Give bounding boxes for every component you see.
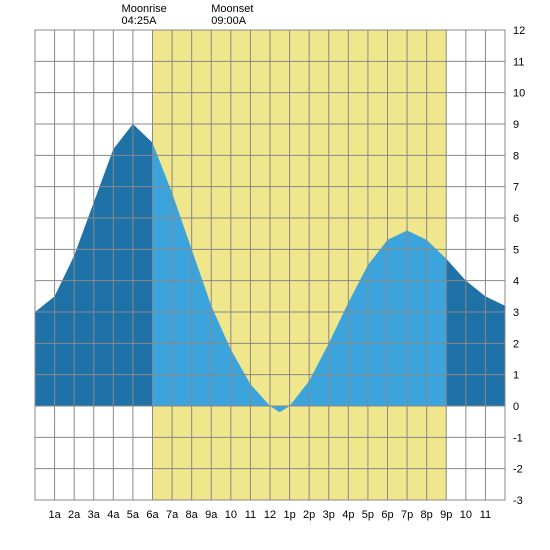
moon-time: 09:00A [211, 15, 247, 27]
x-tick-label: 8a [186, 509, 199, 521]
x-tick-label: 5p [362, 509, 374, 521]
y-tick-label: -1 [513, 432, 523, 444]
y-tick-label: 10 [513, 88, 525, 100]
moon-time: 04:25A [122, 15, 158, 27]
x-tick-label: 3a [88, 509, 101, 521]
x-tick-label: 11 [245, 509, 256, 521]
y-tick-label: 7 [513, 182, 519, 194]
x-tick-label: 6p [381, 509, 393, 521]
y-tick-label: 2 [513, 338, 519, 350]
x-tick-label: 9p [440, 509, 452, 521]
moon-label: Moonrise [122, 3, 167, 15]
x-tick-label: 2a [68, 509, 81, 521]
y-tick-label: 8 [513, 150, 519, 162]
x-tick-label: 8p [421, 509, 433, 521]
x-tick-label: 4a [107, 509, 120, 521]
y-tick-label: 11 [513, 56, 524, 68]
x-tick-label: 5a [127, 509, 140, 521]
y-tick-label: 0 [513, 401, 519, 413]
y-tick-label: -2 [513, 464, 523, 476]
y-tick-label: 3 [513, 307, 519, 319]
chart-svg: -3-2-101234567891011121a2a3a4a5a6a7a8a9a… [0, 0, 550, 550]
x-tick-label: 10 [460, 509, 472, 521]
x-tick-label: 7p [401, 509, 413, 521]
x-tick-label: 2p [303, 509, 315, 521]
y-tick-label: 4 [513, 276, 519, 288]
x-tick-label: 4p [342, 509, 354, 521]
y-tick-label: 9 [513, 119, 519, 131]
moon-label: Moonset [211, 3, 253, 15]
x-tick-label: 7a [166, 509, 179, 521]
x-tick-label: 6a [146, 509, 159, 521]
tide-chart: -3-2-101234567891011121a2a3a4a5a6a7a8a9a… [0, 0, 550, 550]
y-tick-label: 12 [513, 25, 525, 37]
x-tick-label: 10 [225, 509, 237, 521]
x-tick-label: 3p [323, 509, 335, 521]
y-tick-label: 1 [513, 370, 519, 382]
y-tick-label: -3 [513, 495, 523, 507]
x-tick-label: 9a [205, 509, 218, 521]
x-tick-label: 1a [48, 509, 61, 521]
x-tick-label: 11 [480, 509, 491, 521]
x-tick-label: 1p [283, 509, 295, 521]
y-tick-label: 5 [513, 244, 519, 256]
y-tick-label: 6 [513, 213, 519, 225]
x-tick-label: 12 [264, 509, 276, 521]
